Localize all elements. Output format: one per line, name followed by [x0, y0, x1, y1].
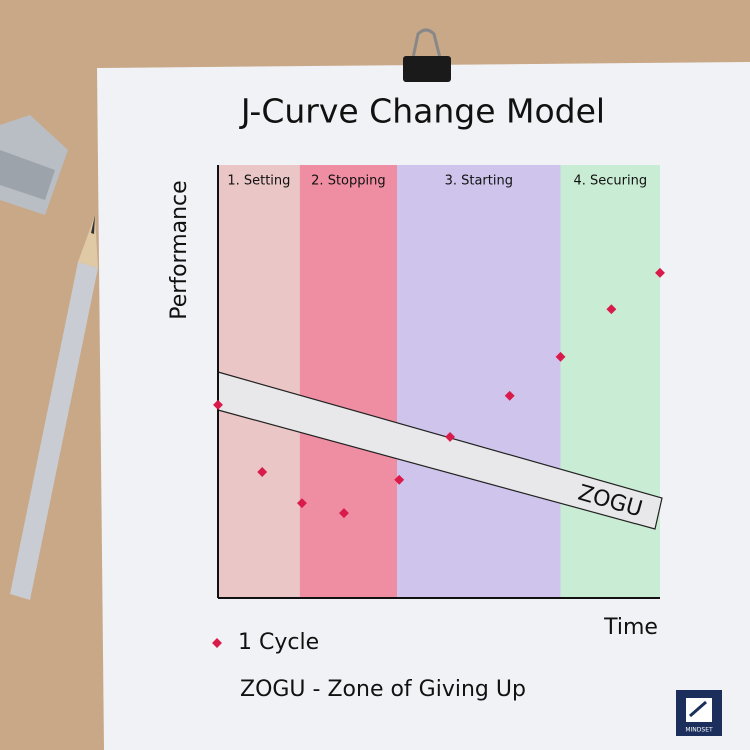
note: ZOGU - Zone of Giving Up	[240, 677, 526, 702]
legend-marker	[212, 638, 222, 648]
data-point	[606, 304, 617, 315]
data-point	[257, 467, 268, 477]
phase-band	[397, 165, 561, 598]
chart-title: J-Curve Change Model	[239, 92, 605, 131]
phase-label: 3. Starting	[445, 174, 513, 189]
data-point	[445, 431, 455, 442]
phase-label: 4. Securing	[573, 174, 647, 189]
legend-label: 1 Cycle	[238, 630, 319, 655]
x-axis-label: Time	[603, 615, 658, 640]
logo: MINDSET	[676, 690, 722, 736]
phase-band	[299, 165, 398, 598]
logo-text: MINDSET	[685, 727, 713, 734]
phase-label: 1. Setting	[227, 174, 290, 189]
data-point	[655, 267, 665, 278]
y-axis-label: Performance	[167, 180, 192, 319]
data-point	[297, 498, 307, 509]
binder-clip	[403, 28, 451, 82]
phase-band	[560, 165, 660, 598]
data-point	[555, 351, 566, 362]
pencil	[10, 215, 98, 600]
data-point	[394, 474, 405, 485]
phase-label: 2. Stopping	[311, 174, 385, 189]
sharpener	[0, 115, 68, 215]
data-point	[213, 399, 223, 410]
